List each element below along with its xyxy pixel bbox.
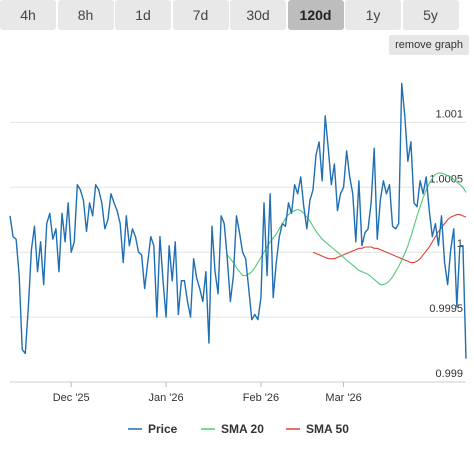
legend-label: SMA 50: [306, 422, 349, 436]
y-tick-label: 0.9995: [429, 303, 463, 315]
timeframe-tabs: 4h 8h 1d 7d 30d 120d 1y 5y: [0, 0, 474, 30]
y-axis-ticks: 0.999 0.9995 1 1.0005 1.001: [429, 108, 463, 380]
sma-20-line: [226, 172, 467, 286]
y-tick-label: 0.999: [435, 368, 463, 380]
tab-30d[interactable]: 30d: [230, 0, 286, 30]
grid-lines: [10, 121, 466, 383]
y-tick-label: 1.0005: [429, 173, 463, 185]
tab-8h[interactable]: 8h: [57, 0, 114, 30]
x-tick-label: Jan '26: [149, 392, 184, 404]
tab-4h[interactable]: 4h: [0, 0, 56, 30]
legend-label: SMA 20: [221, 422, 264, 436]
x-tick-label: Dec '25: [53, 392, 90, 404]
legend-label: Price: [148, 422, 178, 436]
price-line: [9, 82, 467, 359]
series-lines: [9, 82, 467, 359]
tab-5y[interactable]: 5y: [402, 0, 459, 30]
tab-1y[interactable]: 1y: [345, 0, 401, 30]
tab-7d[interactable]: 7d: [172, 0, 229, 30]
x-axis-ticks: Dec '25 Jan '26 Feb '26 Mar '26: [53, 382, 362, 404]
x-tick-label: Mar '26: [325, 392, 361, 404]
x-tick-label: Feb '26: [243, 392, 279, 404]
y-tick-label: 1.001: [435, 108, 463, 120]
tab-1d[interactable]: 1d: [115, 0, 171, 30]
remove-graph-button[interactable]: remove graph: [389, 35, 469, 55]
legend: Price SMA 20 SMA 50: [128, 422, 349, 436]
y-tick-label: 1: [457, 238, 463, 250]
tab-120d[interactable]: 120d: [287, 0, 344, 30]
price-chart: 0.999 0.9995 1 1.0005 1.001 Dec '25 Jan '26 Fe…: [9, 82, 467, 436]
